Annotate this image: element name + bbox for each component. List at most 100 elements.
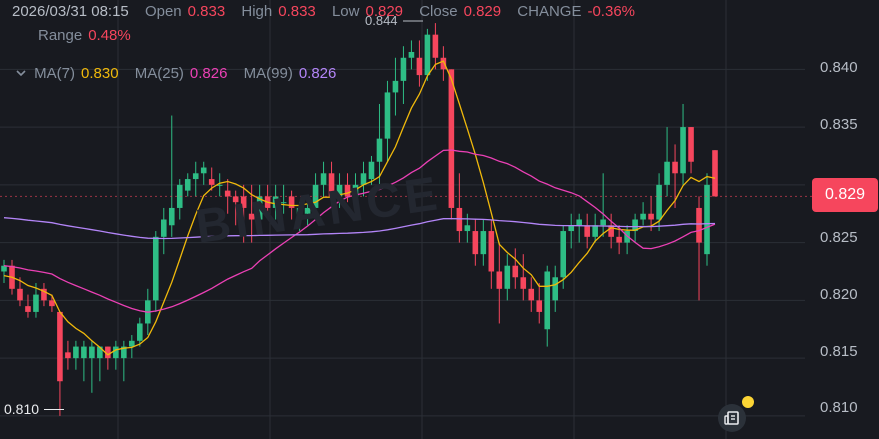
candle-body bbox=[712, 150, 718, 197]
candle-body bbox=[616, 236, 622, 243]
candle-body bbox=[216, 184, 223, 186]
candle-body bbox=[456, 207, 463, 232]
candle-body bbox=[328, 173, 335, 197]
candle-body bbox=[408, 51, 415, 58]
y-axis-label: 0.820 bbox=[820, 286, 858, 303]
candle-body bbox=[81, 346, 87, 359]
candle-body bbox=[224, 190, 231, 197]
y-axis-label: 0.835 bbox=[820, 116, 858, 133]
candle-body bbox=[184, 179, 191, 191]
change-value: -0.36% bbox=[587, 3, 635, 20]
ohlc-row: 2026/03/31 08:15 Open 0.833 High 0.833 Low… bbox=[12, 3, 647, 20]
candle-body bbox=[552, 277, 559, 301]
candle-body bbox=[680, 127, 686, 174]
y-axis-label: 0.815 bbox=[820, 343, 858, 360]
candle-body bbox=[688, 127, 694, 162]
candle-body bbox=[560, 231, 567, 278]
high-marker-label: 0.844 bbox=[365, 13, 398, 28]
candle-body bbox=[105, 346, 111, 359]
high-value: 0.833 bbox=[278, 3, 316, 20]
low-value: 0.829 bbox=[365, 3, 404, 20]
candle-body bbox=[336, 184, 343, 197]
news-icon bbox=[724, 411, 739, 425]
high-label: High bbox=[241, 3, 273, 20]
y-axis-label: 0.810 bbox=[820, 399, 858, 416]
ma25-label: MA(25) bbox=[134, 65, 184, 82]
close-value: 0.829 bbox=[463, 3, 502, 20]
candle-body bbox=[57, 311, 63, 382]
candle-body bbox=[544, 271, 551, 330]
candle-body bbox=[576, 219, 582, 226]
open-value: 0.833 bbox=[187, 3, 226, 20]
candle-body bbox=[472, 231, 479, 255]
news-button[interactable] bbox=[718, 404, 746, 432]
candle-body bbox=[600, 219, 606, 226]
candle-body bbox=[480, 231, 487, 255]
candle-body bbox=[344, 184, 351, 197]
candle-body bbox=[272, 196, 279, 208]
close-label: Close bbox=[419, 3, 458, 20]
candle-body bbox=[49, 300, 55, 307]
candle-body bbox=[464, 225, 471, 232]
candle-body bbox=[25, 306, 31, 312]
ma99-line bbox=[3, 217, 716, 240]
candle-body bbox=[65, 352, 71, 359]
candle-body bbox=[1, 265, 7, 272]
candle-body bbox=[288, 196, 295, 208]
candle-body bbox=[280, 202, 287, 204]
candle-body bbox=[121, 346, 127, 359]
collapse-chevron-icon[interactable] bbox=[16, 68, 26, 78]
candle-body bbox=[113, 346, 119, 359]
range-row: Range 0.48% bbox=[38, 27, 143, 44]
candle-body bbox=[41, 288, 47, 301]
candle-body bbox=[704, 184, 710, 255]
candle-body bbox=[520, 277, 527, 289]
candle-body bbox=[304, 207, 311, 214]
candle-body bbox=[97, 346, 103, 359]
candle-body bbox=[129, 340, 135, 347]
candle-body bbox=[400, 57, 407, 81]
candle-body bbox=[352, 184, 359, 197]
candle-body bbox=[256, 196, 263, 220]
candle-body bbox=[17, 288, 23, 301]
candle-body bbox=[232, 196, 239, 203]
ma99-value: 0.826 bbox=[298, 65, 337, 82]
candle-body bbox=[208, 179, 215, 185]
y-axis-label: 0.825 bbox=[820, 229, 858, 246]
candle-body bbox=[240, 196, 247, 208]
candle-body bbox=[33, 294, 39, 312]
ma7-label: MA(7) bbox=[34, 65, 76, 82]
candle-body bbox=[528, 288, 535, 301]
candle-body bbox=[360, 173, 367, 185]
candle-body bbox=[73, 346, 79, 359]
ma7-value: 0.830 bbox=[81, 65, 119, 82]
candle-body bbox=[584, 225, 590, 237]
candle-body bbox=[496, 271, 503, 289]
candle-body bbox=[248, 213, 255, 220]
ma99-label: MA(99) bbox=[243, 65, 293, 82]
ma25-value: 0.826 bbox=[189, 65, 228, 82]
low-marker-label: 0.810 bbox=[4, 401, 40, 417]
ma7-line bbox=[3, 60, 716, 356]
candle-body bbox=[592, 225, 598, 237]
candle-body bbox=[152, 236, 159, 301]
change-label: CHANGE bbox=[517, 3, 582, 20]
candle-body bbox=[137, 323, 143, 341]
low-label: Low bbox=[331, 3, 360, 20]
candle-body bbox=[160, 219, 167, 237]
candle-body bbox=[448, 69, 455, 208]
candle-body bbox=[696, 207, 702, 243]
candle-body bbox=[320, 173, 327, 185]
candle-body bbox=[392, 80, 399, 93]
candle-body bbox=[432, 34, 439, 58]
candle-body bbox=[200, 167, 207, 174]
candle-body bbox=[624, 231, 630, 243]
ma-indicator-row[interactable]: MA(7) 0.830 MA(25) 0.826 MA(99) 0.826 bbox=[16, 65, 348, 82]
candle-body bbox=[440, 57, 447, 70]
current-price-tag: 0.829 bbox=[812, 178, 878, 212]
range-label: Range bbox=[38, 27, 83, 44]
candle-body bbox=[608, 225, 614, 237]
candle-body bbox=[192, 173, 199, 180]
candle-date: 2026/03/31 08:15 bbox=[12, 3, 129, 20]
